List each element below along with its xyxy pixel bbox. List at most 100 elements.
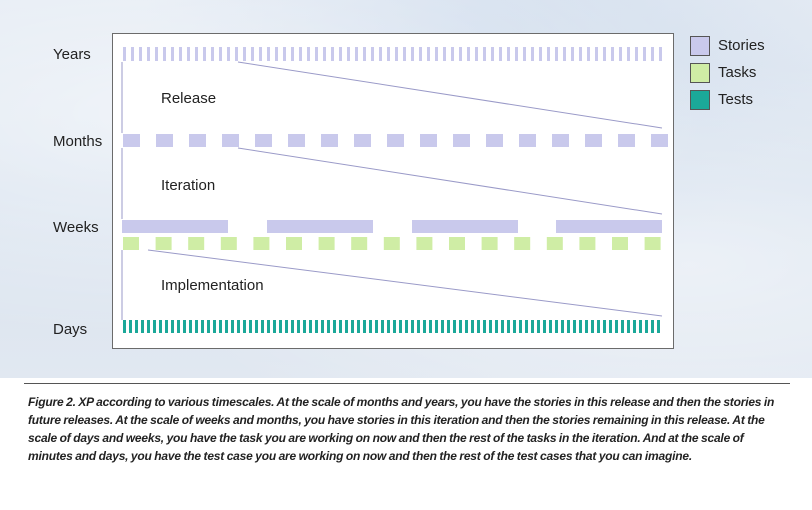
test-tick-days <box>561 320 564 333</box>
test-tick-days <box>429 320 432 333</box>
story-tick-years <box>515 47 518 61</box>
story-tick-years <box>235 47 238 61</box>
task-block-weeks <box>416 237 433 250</box>
task-block-weeks <box>383 237 400 250</box>
story-tick-years <box>571 47 574 61</box>
story-block-months <box>123 134 140 147</box>
test-tick-days <box>513 320 516 333</box>
test-tick-days <box>159 320 162 333</box>
test-tick-days <box>381 320 384 333</box>
story-tick-years <box>483 47 486 61</box>
story-tick-years <box>491 47 494 61</box>
story-tick-years <box>203 47 206 61</box>
test-tick-days <box>639 320 642 333</box>
test-tick-days <box>231 320 234 333</box>
story-tick-years <box>251 47 254 61</box>
story-tick-years <box>379 47 382 61</box>
story-tick-years <box>299 47 302 61</box>
phase-label-iteration: Iteration <box>161 177 216 194</box>
story-tick-years <box>187 47 190 61</box>
story-tick-years <box>611 47 614 61</box>
test-tick-days <box>591 320 594 333</box>
test-tick-days <box>579 320 582 333</box>
story-tick-years <box>315 47 318 61</box>
test-tick-days <box>369 320 372 333</box>
story-block-months <box>552 134 569 147</box>
test-tick-days <box>303 320 306 333</box>
task-block-weeks <box>481 237 498 250</box>
legend-swatch-tasks <box>690 63 710 83</box>
test-tick-days <box>525 320 528 333</box>
story-block-months <box>453 134 470 147</box>
test-tick-days <box>279 320 282 333</box>
story-tick-years <box>603 47 606 61</box>
weeks-tasks-marks <box>123 237 661 250</box>
caption-divider <box>24 383 790 384</box>
test-tick-days <box>501 320 504 333</box>
test-tick-days <box>201 320 204 333</box>
story-tick-years <box>659 47 662 61</box>
test-tick-days <box>405 320 408 333</box>
story-tick-years <box>139 47 142 61</box>
story-tick-years <box>195 47 198 61</box>
task-block-weeks <box>644 237 661 250</box>
test-tick-days <box>363 320 366 333</box>
legend-label-tasks: Tasks <box>718 64 757 81</box>
test-tick-days <box>651 320 654 333</box>
story-tick-years <box>555 47 558 61</box>
test-tick-days <box>357 320 360 333</box>
story-block-months <box>255 134 272 147</box>
test-tick-days <box>633 320 636 333</box>
story-tick-years <box>243 47 246 61</box>
story-tick-years <box>579 47 582 61</box>
test-tick-days <box>147 320 150 333</box>
story-tick-years <box>123 47 126 61</box>
test-tick-days <box>285 320 288 333</box>
test-tick-days <box>153 320 156 333</box>
story-tick-years <box>475 47 478 61</box>
test-tick-days <box>243 320 246 333</box>
test-tick-days <box>141 320 144 333</box>
story-bar-weeks <box>412 220 518 233</box>
test-tick-days <box>189 320 192 333</box>
test-tick-days <box>411 320 414 333</box>
test-tick-days <box>177 320 180 333</box>
test-tick-days <box>195 320 198 333</box>
story-tick-years <box>443 47 446 61</box>
test-tick-days <box>627 320 630 333</box>
figure-caption: Figure 2. XP according to various timesc… <box>28 395 775 463</box>
story-bar-weeks <box>122 220 228 233</box>
test-tick-days <box>207 320 210 333</box>
story-tick-years <box>387 47 390 61</box>
story-tick-years <box>339 47 342 61</box>
task-block-weeks <box>546 237 563 250</box>
connector-diagonal-implementation <box>147 249 663 317</box>
test-tick-days <box>183 320 186 333</box>
test-tick-days <box>249 320 252 333</box>
story-tick-years <box>643 47 646 61</box>
story-tick-years <box>627 47 630 61</box>
test-tick-days <box>255 320 258 333</box>
story-tick-years <box>411 47 414 61</box>
story-tick-years <box>395 47 398 61</box>
story-block-months <box>651 134 668 147</box>
story-tick-years <box>587 47 590 61</box>
story-tick-years <box>283 47 286 61</box>
days-tests-marks <box>123 320 660 333</box>
test-tick-days <box>435 320 438 333</box>
test-tick-days <box>393 320 396 333</box>
legend-label-tests: Tests <box>718 91 754 108</box>
test-tick-days <box>477 320 480 333</box>
test-tick-days <box>225 320 228 333</box>
legend-swatch-stories <box>690 36 710 56</box>
story-tick-years <box>539 47 542 61</box>
test-tick-days <box>645 320 648 333</box>
test-tick-days <box>471 320 474 333</box>
story-tick-years <box>451 47 454 61</box>
story-block-months <box>189 134 206 147</box>
story-block-months <box>486 134 503 147</box>
story-tick-years <box>131 47 134 61</box>
test-tick-days <box>453 320 456 333</box>
task-block-weeks <box>351 237 368 250</box>
story-tick-years <box>371 47 374 61</box>
